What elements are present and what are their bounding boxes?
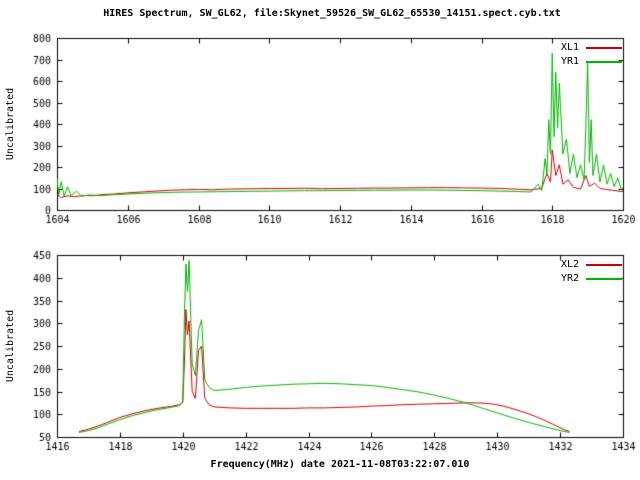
legend-label-yr2: YR2 — [560, 273, 579, 284]
legend-line-xl2 — [586, 263, 622, 266]
legend-entry-yr1: YR1 — [561, 55, 622, 68]
legend-line-xl1 — [586, 46, 622, 49]
legend-label-xl2: XL2 — [560, 259, 579, 270]
legend-line-yr2 — [586, 277, 622, 280]
legend-line-yr1 — [586, 60, 622, 63]
legend-entry-xl2: XL2 — [561, 258, 622, 271]
legend-label-xl1: XL1 — [560, 42, 579, 53]
x-axis-label: Frequency(MHz) date 2021-11-08T03:22:07.… — [210, 459, 470, 470]
legend-label-yr1: YR1 — [560, 56, 579, 67]
y-axis-label-top: Uncalibrated — [5, 87, 16, 161]
legend-entry-yr2: YR2 — [561, 272, 622, 285]
chart-title: HIRES Spectrum, SW_GL62, file:Skynet_595… — [103, 8, 561, 19]
legend-entry-xl1: XL1 — [561, 41, 622, 54]
y-axis-label-bottom: Uncalibrated — [5, 309, 16, 383]
